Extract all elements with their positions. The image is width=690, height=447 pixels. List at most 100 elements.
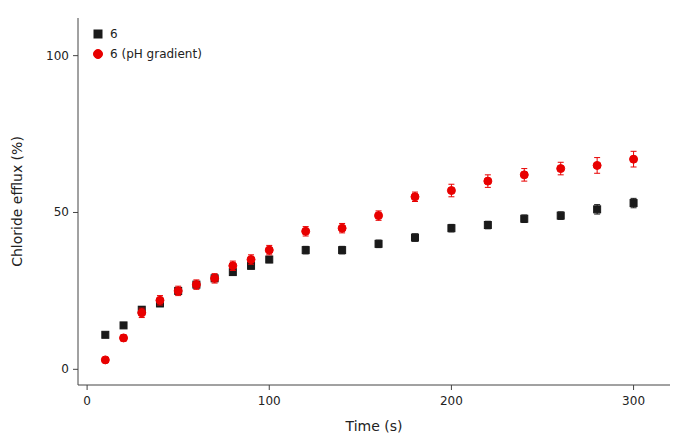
legend-item: 6 (pH gradient) [94, 47, 202, 61]
y-tick [73, 55, 78, 56]
point [630, 200, 637, 207]
legend-swatch [94, 30, 102, 38]
error-bar [412, 192, 418, 201]
point [411, 234, 418, 241]
point [411, 193, 419, 201]
point [192, 281, 200, 289]
error-bar [303, 227, 309, 236]
series [101, 151, 637, 364]
y-axis-line [78, 18, 79, 385]
error-bar [193, 280, 199, 289]
error-bar [175, 288, 181, 294]
error-cap [631, 151, 637, 152]
point [247, 256, 255, 264]
point [520, 171, 528, 179]
series [102, 198, 637, 338]
error-cap [631, 166, 637, 167]
error-bar [193, 281, 199, 287]
x-axis-line [78, 385, 670, 386]
error-bar [594, 205, 600, 214]
point [302, 227, 310, 235]
error-bar [558, 162, 564, 175]
error-bar [121, 323, 127, 328]
point [156, 296, 164, 304]
x-tick-label: 200 [440, 394, 463, 408]
error-bar [412, 234, 418, 242]
point [447, 187, 455, 195]
error-bar [376, 240, 382, 248]
error-bar [631, 198, 637, 207]
point [174, 287, 182, 295]
error-cap [558, 162, 564, 163]
error-bar [121, 335, 127, 341]
error-cap [594, 173, 600, 174]
error-bar [266, 256, 272, 262]
error-bar [521, 169, 527, 182]
point [138, 309, 146, 317]
error-bar [212, 275, 218, 281]
point [302, 247, 309, 254]
error-bar [448, 184, 454, 197]
point [102, 331, 109, 338]
error-bar [303, 246, 309, 254]
point [339, 247, 346, 254]
error-cap [448, 196, 454, 197]
axes: 0501000100200300 [46, 18, 670, 408]
point [375, 240, 382, 247]
error-cap [631, 198, 637, 199]
error-bar [594, 158, 600, 174]
error-cap [594, 204, 600, 205]
point [120, 334, 128, 342]
error-cap [594, 214, 600, 215]
x-tick [87, 385, 88, 390]
error-cap [448, 184, 454, 185]
error-bar [102, 332, 108, 337]
chart-container: 0501000100200300Time (s)Chloride efflux … [0, 0, 690, 447]
point [630, 155, 638, 163]
x-tick [633, 385, 634, 390]
error-cap [521, 181, 527, 182]
error-bar [485, 221, 491, 229]
point [175, 287, 182, 294]
point [229, 262, 237, 270]
legend-label: 6 (pH gradient) [110, 47, 202, 61]
error-bar [631, 151, 637, 167]
point [484, 177, 492, 185]
error-bar [248, 255, 254, 264]
point [101, 356, 109, 364]
y-tick [73, 369, 78, 370]
point [266, 256, 273, 263]
error-bar [230, 261, 236, 270]
error-bar [157, 296, 163, 305]
error-bar [558, 212, 564, 220]
legend: 6 6 (pH gradient) [94, 27, 202, 61]
error-bar [521, 215, 527, 223]
point [265, 246, 273, 254]
error-bar [339, 223, 345, 232]
error-cap [485, 187, 491, 188]
point [448, 225, 455, 232]
y-tick-label: 100 [46, 49, 69, 63]
error-bar [139, 308, 145, 317]
error-bar [376, 211, 382, 220]
point [375, 212, 383, 220]
x-tick-label: 0 [83, 394, 91, 408]
point [557, 212, 564, 219]
legend-label: 6 [110, 27, 118, 41]
point [593, 161, 601, 169]
point [521, 215, 528, 222]
error-cap [594, 157, 600, 158]
y-tick-label: 0 [61, 362, 69, 376]
x-axis-label: Time (s) [345, 418, 403, 434]
chart: 0501000100200300Time (s)Chloride efflux … [0, 0, 690, 447]
x-tick-label: 100 [258, 394, 281, 408]
point [120, 322, 127, 329]
error-cap [631, 207, 637, 208]
error-bar [448, 224, 454, 232]
legend-swatch [94, 50, 103, 59]
error-bar [485, 175, 491, 188]
point [484, 222, 491, 229]
x-tick-label: 300 [622, 394, 645, 408]
x-tick [269, 385, 270, 390]
point [557, 165, 565, 173]
